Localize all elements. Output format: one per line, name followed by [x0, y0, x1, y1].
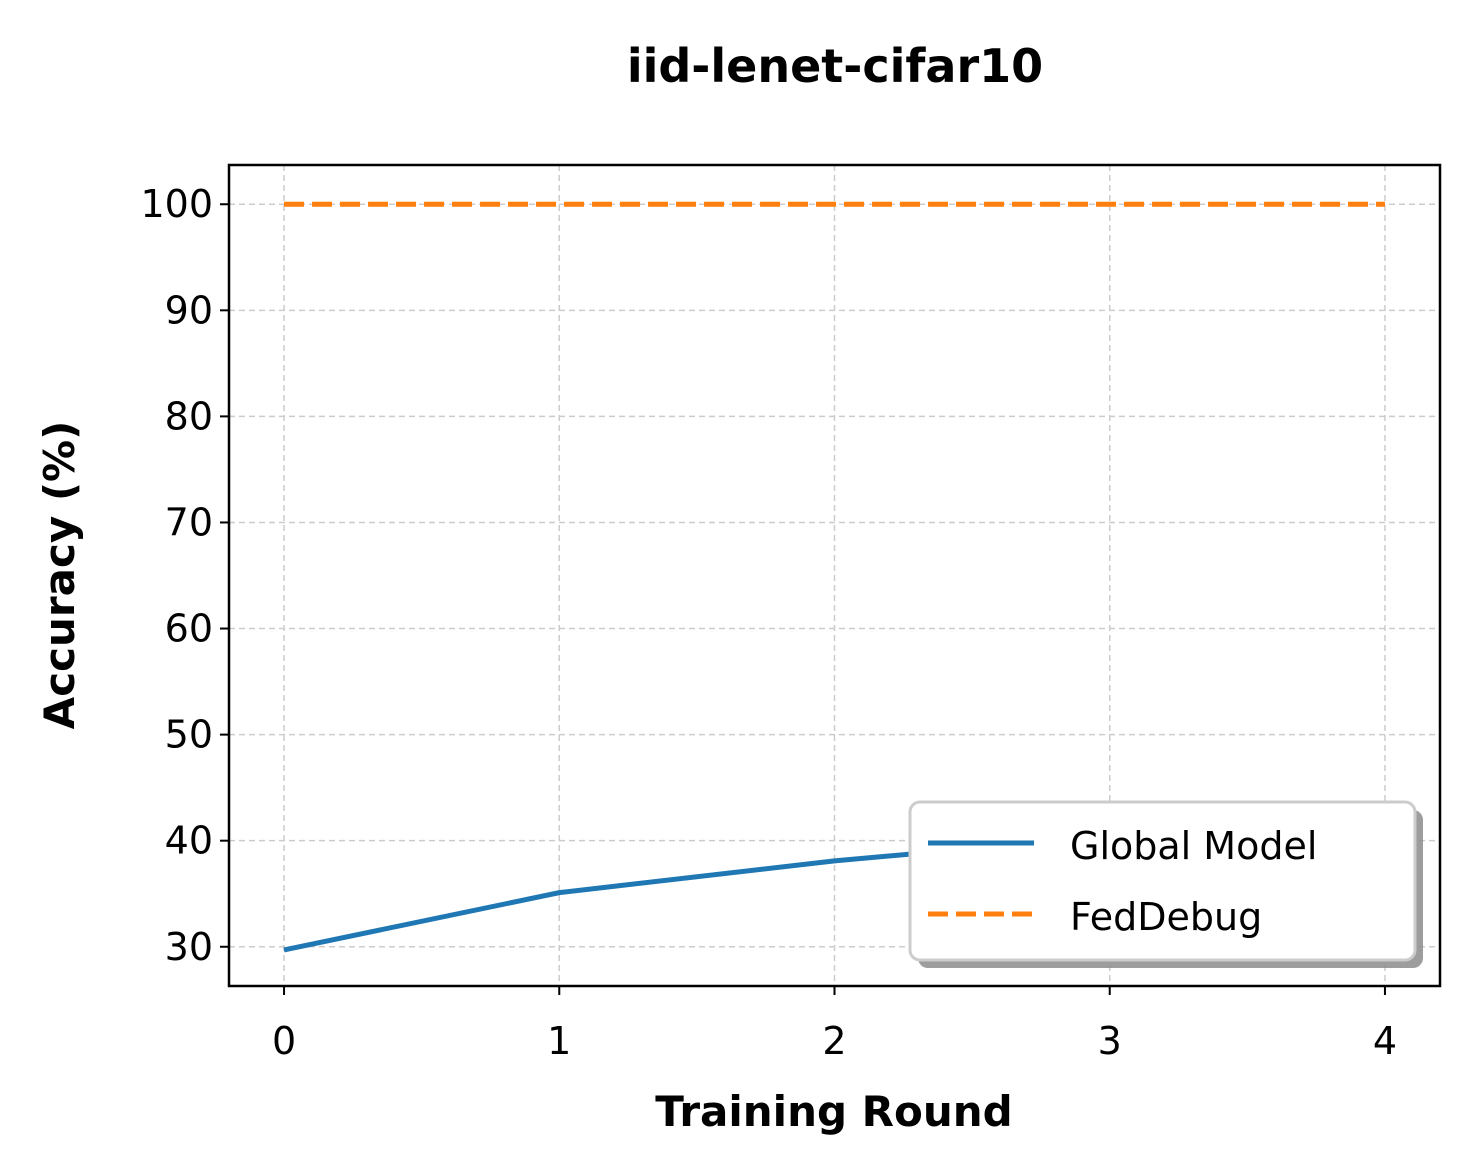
y-tick-label: 30 [165, 925, 213, 969]
y-tick-label: 100 [140, 182, 213, 226]
y-tick-label: 90 [165, 288, 213, 332]
x-tick-label: 1 [547, 1019, 571, 1063]
legend-box [908, 800, 1417, 962]
legend-label-global-model: Global Model [1070, 824, 1317, 868]
y-axis-ticks: 30 40 50 60 70 80 90 100 [140, 182, 229, 969]
legend-label-feddebug: FedDebug [1070, 895, 1262, 939]
x-tick-label: 3 [1098, 1019, 1122, 1063]
y-tick-label: 70 [165, 500, 213, 544]
y-tick-label: 60 [165, 607, 213, 651]
x-tick-label: 0 [272, 1019, 296, 1063]
y-tick-label: 40 [165, 819, 213, 863]
y-tick-label: 80 [165, 394, 213, 438]
x-tick-label: 4 [1373, 1019, 1397, 1063]
legend: Global Model FedDebug [908, 800, 1423, 968]
y-axis-label: Accuracy (%) [35, 421, 84, 730]
y-tick-label: 50 [165, 713, 213, 757]
chart-title: iid-lenet-cifar10 [627, 39, 1043, 93]
x-axis-ticks: 0 1 2 3 4 [272, 986, 1397, 1063]
x-tick-label: 2 [822, 1019, 846, 1063]
x-axis-label: Training Round [655, 1087, 1012, 1136]
